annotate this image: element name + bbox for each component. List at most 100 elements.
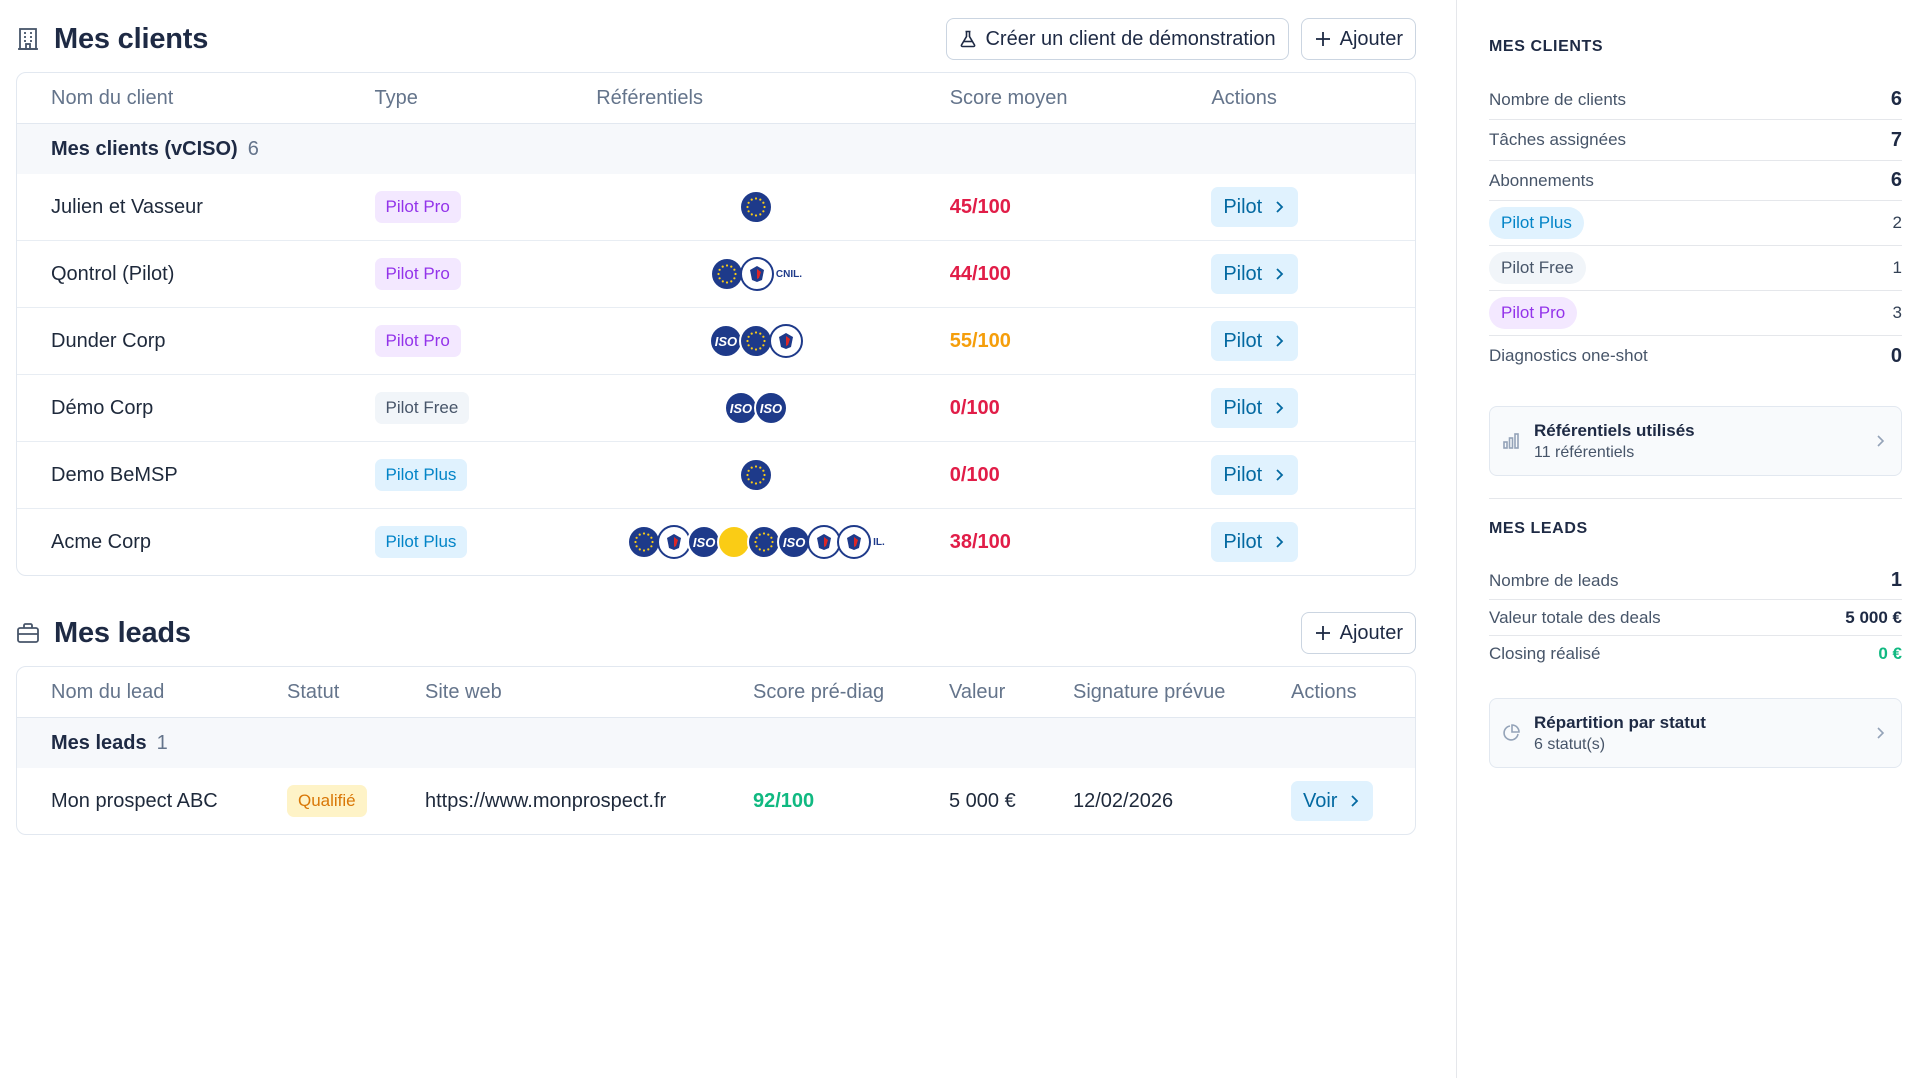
client-type-badge: Pilot Plus [374, 459, 468, 491]
framework-logos: ISO [562, 324, 915, 358]
stat-value: 5 000 € [1845, 607, 1902, 627]
iso-logo-icon: ISO [687, 525, 722, 559]
col-value: Valeur [949, 680, 1006, 703]
create-demo-client-button[interactable]: Créer un client de démonstration [946, 18, 1289, 60]
client-type-badge: Pilot Free [374, 392, 470, 424]
stat-label: Nombre de leads [1489, 570, 1619, 590]
stat-value: 0 [1890, 344, 1902, 367]
client-row[interactable]: Dunder Corp Pilot Pro ISO 55/100 Pilot [17, 308, 1415, 375]
pilot-client-button[interactable]: Pilot [1211, 455, 1299, 495]
clients-table: Nom du client Type Référentiels Score mo… [16, 72, 1416, 576]
client-type-badge: Pilot Pro [374, 258, 461, 290]
iso-logo-icon: ISO [777, 525, 812, 559]
pilot-client-button[interactable]: Pilot [1211, 187, 1299, 227]
client-name: Acme Corp [51, 530, 152, 553]
lead-row[interactable]: Mon prospect ABC Qualifié https://www.mo… [17, 768, 1415, 834]
chevron-right-icon [1877, 435, 1885, 447]
stats-sidebar: MES CLIENTS Nombre de clients 6 Tâches a… [1456, 0, 1920, 1078]
status-breakdown-card[interactable]: Répartition par statut 6 statut(s) [1489, 698, 1902, 768]
framework-logos [562, 458, 915, 492]
stat-label: Valeur totale des deals [1489, 607, 1661, 627]
client-row[interactable]: Démo Corp Pilot Free ISO ISO 0/100 Pilot [17, 375, 1415, 442]
add-client-label: Ajouter [1339, 27, 1403, 50]
client-row[interactable]: Julien et Vasseur Pilot Pro 45/100 Pilot [17, 174, 1415, 241]
client-name: Julien et Vasseur [51, 195, 203, 218]
plan-badge: Pilot Plus [1489, 207, 1584, 239]
plus-icon [1315, 626, 1330, 640]
client-row[interactable]: Demo BeMSP Pilot Plus 0/100 Pilot [17, 442, 1415, 509]
lead-status-badge: Qualifié [287, 785, 367, 817]
pilot-label: Pilot [1223, 195, 1263, 218]
clients-header: Mes clients Créer un client de démonstra… [16, 17, 1416, 61]
flask-icon [961, 30, 976, 48]
chevron-right-icon [1276, 469, 1284, 481]
stat-nb-clients: Nombre de clients 6 [1489, 80, 1902, 120]
stat-value: 1 [1890, 569, 1902, 591]
plan-count: 2 [1892, 213, 1902, 232]
pilot-client-button[interactable]: Pilot [1211, 522, 1299, 562]
view-lead-button[interactable]: Voir [1291, 781, 1374, 821]
stat-nb-leads: Nombre de leads 1 [1489, 562, 1902, 600]
stat-value: 6 [1890, 88, 1902, 110]
briefcase-icon [16, 621, 40, 645]
plus-icon [1315, 32, 1330, 46]
client-row[interactable]: Qontrol (Pilot) Pilot Pro CNIL. 44/100 Pilot [17, 241, 1415, 308]
stat-label: Tâches assignées [1489, 130, 1627, 149]
add-client-button[interactable]: Ajouter [1300, 18, 1416, 60]
pilot-label: Pilot [1223, 329, 1263, 352]
card-title: Référentiels utilisés [1534, 420, 1695, 440]
lead-value: 5 000 € [949, 789, 1016, 812]
add-lead-button[interactable]: Ajouter [1300, 612, 1416, 654]
col-prediag-score: Score pré-diag [753, 680, 885, 703]
col-lead-actions: Actions [1291, 680, 1357, 703]
client-name: Demo BeMSP [51, 463, 178, 486]
card-title: Répartition par statut [1534, 712, 1706, 732]
pilot-label: Pilot [1223, 463, 1263, 486]
group-title: Mes leads [51, 731, 147, 754]
client-type-badge: Pilot Pro [374, 191, 461, 223]
frameworks-used-card[interactable]: Référentiels utilisés 11 référentiels [1489, 406, 1902, 476]
client-name: Démo Corp [51, 396, 154, 419]
stat-label: Nombre de clients [1489, 89, 1627, 109]
clients-title: Mes clients [54, 22, 209, 55]
iso-logo-icon: ISO [708, 324, 743, 358]
leads-header: Mes leads Ajouter [16, 611, 1416, 655]
building-icon [16, 27, 40, 51]
client-name: Dunder Corp [51, 329, 166, 352]
col-actions: Actions [1211, 86, 1277, 109]
client-row[interactable]: Acme Corp Pilot Plus ISO ISO IL. 38/100 Pilot [17, 509, 1415, 575]
clients-table-header: Nom du client Type Référentiels Score mo… [17, 73, 1415, 124]
pilot-client-button[interactable]: Pilot [1211, 254, 1299, 294]
stat-plan-free: Pilot Free 1 [1489, 246, 1902, 291]
col-frameworks: Référentiels [596, 86, 703, 109]
plan-count: 3 [1892, 303, 1902, 322]
col-lead-name: Nom du lead [51, 680, 165, 703]
lead-score: 92/100 [753, 789, 815, 812]
sidebar-leads-heading: MES LEADS [1489, 520, 1588, 537]
pilot-label: Pilot [1223, 396, 1263, 419]
leads-group-row: Mes leads 1 [17, 718, 1415, 768]
stat-value: 7 [1890, 128, 1902, 151]
col-type: Type [374, 86, 418, 109]
pilot-client-button[interactable]: Pilot [1211, 321, 1299, 361]
client-type-badge: Pilot Plus [374, 526, 468, 558]
col-signature-date: Signature prévue [1073, 680, 1226, 703]
client-name: Qontrol (Pilot) [51, 262, 175, 285]
framework-logos: ISO ISO [562, 391, 915, 425]
sidebar-clients-heading: MES CLIENTS [1489, 38, 1604, 55]
framework-logos: CNIL. [562, 257, 915, 291]
sidebar-divider [1489, 498, 1902, 499]
client-score: 38/100 [949, 530, 1011, 553]
chevron-right-icon [1276, 268, 1284, 280]
pilot-client-button[interactable]: Pilot [1211, 388, 1299, 428]
leads-table-header: Nom du lead Statut Site web Score pré-di… [17, 667, 1415, 718]
chevron-right-icon [1276, 201, 1284, 213]
col-status: Statut [287, 680, 340, 703]
chevron-right-icon [1276, 536, 1284, 548]
pie-chart-icon [1503, 724, 1520, 741]
cnil-logo-icon [807, 525, 842, 559]
framework-logo-icon [717, 525, 752, 559]
client-score: 0/100 [949, 463, 1000, 486]
eu-flag-icon [738, 324, 773, 358]
iso-logo-icon: ISO [723, 391, 758, 425]
